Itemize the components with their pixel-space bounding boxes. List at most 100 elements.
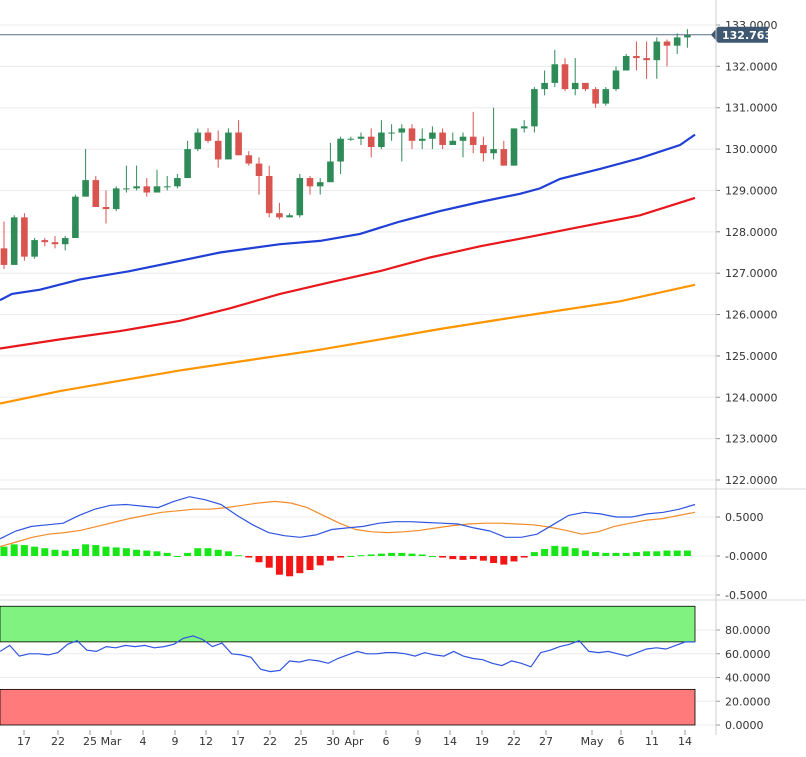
candle-body <box>204 132 212 141</box>
candle <box>633 41 640 71</box>
macd-line <box>0 496 696 540</box>
macd-histogram-bar <box>510 556 518 562</box>
macd-histogram-bar <box>275 556 283 575</box>
candle <box>408 124 416 150</box>
x-tick-label: 6 <box>618 735 625 748</box>
macd-histogram-bar <box>541 548 549 556</box>
candle-body <box>622 56 630 71</box>
macd-histogram-bar <box>602 552 610 556</box>
candle-body <box>531 89 538 127</box>
macd-axis: 0.5000 -0.0000 -0.5000 <box>716 511 767 602</box>
candle-body <box>306 178 314 187</box>
price-tick-label: 124.0000 <box>725 391 778 404</box>
price-panel-background <box>0 0 716 487</box>
rsi-panel: 80.0000 60.0000 40.0000 20.0000 0.0000 <box>0 605 771 732</box>
candle-body <box>143 186 151 193</box>
macd-histogram-bar <box>459 556 467 560</box>
macd-histogram-bar <box>245 556 253 558</box>
candle-body <box>673 37 681 46</box>
x-tick-label: 22 <box>51 735 65 748</box>
candle-body <box>21 217 28 257</box>
price-tick-label: 130.0000 <box>725 143 778 156</box>
macd-histogram-bar <box>112 547 120 556</box>
candle-body <box>316 182 324 187</box>
x-tick-label: 22 <box>507 735 521 748</box>
candle <box>582 82 589 92</box>
candle <box>541 70 548 96</box>
macd-histogram-bar <box>337 556 345 558</box>
macd-tick-label: -0.0000 <box>725 550 767 563</box>
macd-histogram-bar <box>673 550 681 556</box>
macd-histogram-bar <box>561 546 569 556</box>
candle-body <box>337 138 344 162</box>
candle <box>51 235 59 249</box>
macd-histogram-bar <box>490 556 498 564</box>
candle-body <box>245 155 253 164</box>
candle <box>643 41 650 79</box>
candle-body <box>541 82 548 90</box>
candle-body <box>225 132 232 160</box>
candle-body <box>102 207 110 210</box>
candle <box>439 128 446 150</box>
candle <box>449 132 457 145</box>
candle-body <box>41 240 49 243</box>
macd-histogram-bar <box>122 548 130 556</box>
candle <box>21 213 28 261</box>
candle-body <box>296 178 304 216</box>
macd-histogram <box>0 544 691 577</box>
candle <box>327 142 334 183</box>
candle-body <box>520 126 528 129</box>
candle-body <box>653 41 661 61</box>
macd-histogram-bar <box>0 546 8 556</box>
rsi-bands <box>0 605 696 726</box>
x-tick-label: 22 <box>263 735 277 748</box>
macd-histogram-bar <box>204 548 212 556</box>
price-tick-label: 126.0000 <box>725 309 778 322</box>
price-tick-label: 131.0000 <box>725 102 778 115</box>
macd-histogram-bar <box>581 550 589 556</box>
candle <box>306 175 314 195</box>
candle <box>510 128 518 166</box>
candle-body <box>459 136 467 141</box>
moving-average-line <box>0 196 696 350</box>
candle <box>337 136 344 174</box>
macd-histogram-bar <box>224 551 232 556</box>
rsi-line <box>0 635 695 673</box>
candle <box>367 128 375 158</box>
candle <box>235 120 242 156</box>
candle-body <box>235 132 242 156</box>
price-tick-label: 122.0000 <box>725 474 778 487</box>
macd-histogram-bar <box>653 551 661 556</box>
candle <box>357 132 365 145</box>
candle-body <box>378 132 385 148</box>
macd-histogram-bar <box>143 550 151 556</box>
candle-body <box>602 89 610 104</box>
candle-body <box>31 240 38 257</box>
macd-histogram-bar <box>592 552 600 556</box>
candle-body <box>469 136 477 145</box>
macd-histogram-bar <box>92 545 100 556</box>
macd-histogram-bar <box>255 556 263 563</box>
candle-body <box>163 186 171 188</box>
macd-histogram-bar <box>683 550 691 556</box>
x-tick-label: 11 <box>645 735 659 748</box>
candle <box>602 87 610 106</box>
candle <box>92 175 100 207</box>
candle <box>194 128 202 152</box>
price-tick-label: 127.0000 <box>725 267 778 280</box>
macd-histogram-bar <box>398 552 406 556</box>
candle-body <box>582 82 589 90</box>
candle-body <box>276 213 283 218</box>
macd-panel: 0.5000 -0.0000 -0.5000 <box>0 496 767 602</box>
candle-body <box>72 196 79 239</box>
candle-body <box>327 161 334 183</box>
macd-histogram-bar <box>388 552 396 556</box>
price-gridlines <box>0 24 716 481</box>
macd-histogram-bar <box>265 556 273 568</box>
candle <box>184 140 191 179</box>
x-tick-label: Apr <box>344 735 364 748</box>
macd-histogram-bar <box>449 556 457 560</box>
candle <box>673 33 681 54</box>
candle-body <box>367 136 375 148</box>
macd-histogram-bar <box>439 556 447 558</box>
